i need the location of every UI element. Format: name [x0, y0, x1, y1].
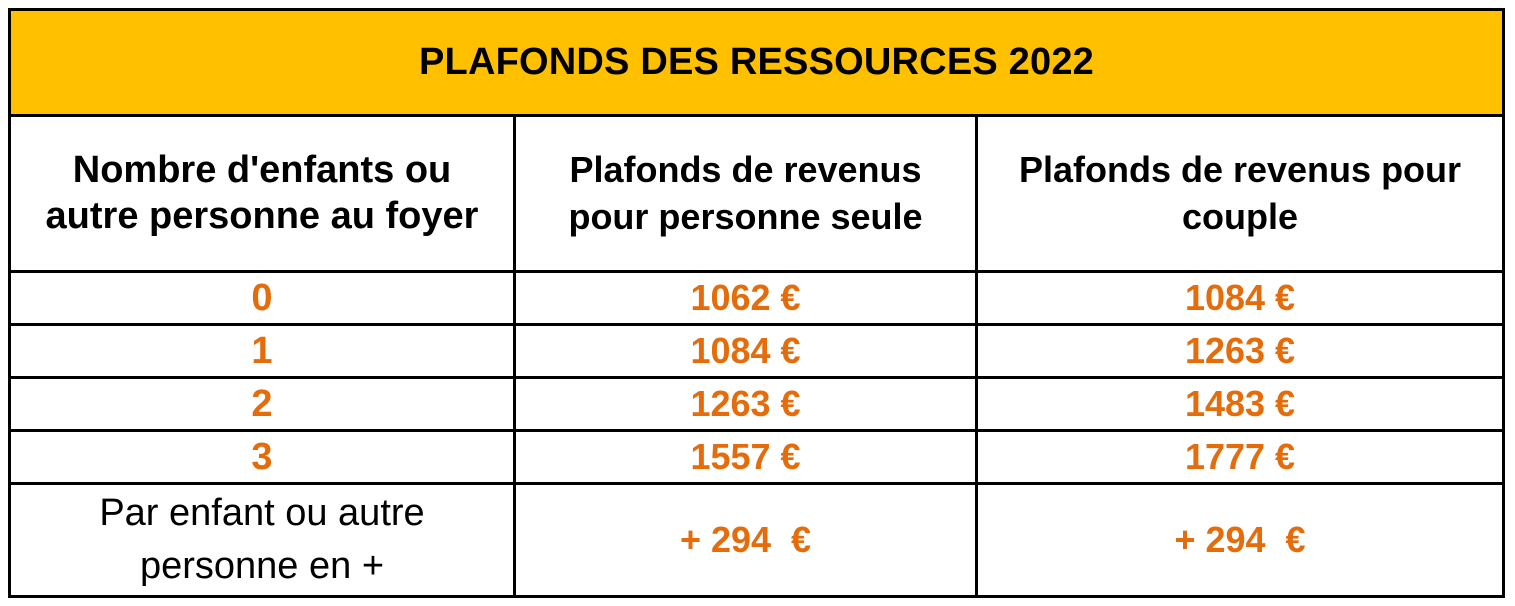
- children-count-value: 1: [251, 329, 273, 372]
- children-count-value: 0: [251, 276, 273, 319]
- resource-ceilings-table: PLAFONDS DES RESSOURCES 2022 Nombre d'en…: [8, 8, 1505, 598]
- header-cell-couple: Plafonds de revenus pour couple: [978, 117, 1502, 273]
- header-cell-children-count: Nombre d'enfants ou autre personne au fo…: [11, 117, 516, 273]
- couple-ceiling-value: 1483 €: [1184, 383, 1296, 424]
- table-row-2-single: 1263 €: [516, 379, 978, 432]
- single-ceiling-value: 1263 €: [690, 383, 801, 424]
- children-count-value: 2: [251, 382, 273, 425]
- single-ceiling-value: 1557 €: [690, 436, 801, 477]
- header-couple: Plafonds de revenus pour couple: [1018, 149, 1462, 237]
- table-row-1-couple: 1263 €: [978, 326, 1502, 379]
- table-grid: Nombre d'enfants ou autre personne au fo…: [11, 117, 1502, 595]
- table-title-bar: PLAFONDS DES RESSOURCES 2022: [11, 11, 1502, 117]
- single-ceiling-value: 1084 €: [690, 330, 801, 371]
- table-row-1-single: 1084 €: [516, 326, 978, 379]
- header-single-person: Plafonds de revenus pour personne seule: [568, 149, 923, 237]
- table-row-3-single: 1557 €: [516, 432, 978, 485]
- single-extra-value: + 294 €: [679, 519, 812, 560]
- table-row-3-count: 3: [11, 432, 516, 485]
- table-title: PLAFONDS DES RESSOURCES 2022: [419, 41, 1094, 83]
- table-row-1-count: 1: [11, 326, 516, 379]
- table-row-2-couple: 1483 €: [978, 379, 1502, 432]
- table-row-0-count: 0: [11, 273, 516, 326]
- table-row-extra-single: + 294 €: [516, 485, 978, 595]
- table-row-extra-couple: + 294 €: [978, 485, 1502, 595]
- couple-ceiling-value: 1263 €: [1184, 330, 1296, 371]
- couple-ceiling-value: 1777 €: [1184, 436, 1296, 477]
- children-count-value: 3: [251, 435, 273, 478]
- extra-person-label: Par enfant ou autre personne en +: [99, 491, 425, 587]
- couple-extra-value: + 294 €: [1174, 519, 1306, 560]
- table-row-3-couple: 1777 €: [978, 432, 1502, 485]
- table-row-extra-label: Par enfant ou autre personne en +: [11, 485, 516, 595]
- table-row-2-count: 2: [11, 379, 516, 432]
- header-children-count: Nombre d'enfants ou autre personne au fo…: [45, 148, 479, 237]
- header-cell-single: Plafonds de revenus pour personne seule: [516, 117, 978, 273]
- table-row-0-single: 1062 €: [516, 273, 978, 326]
- single-ceiling-value: 1062 €: [690, 277, 801, 318]
- table-row-0-couple: 1084 €: [978, 273, 1502, 326]
- couple-ceiling-value: 1084 €: [1184, 277, 1296, 318]
